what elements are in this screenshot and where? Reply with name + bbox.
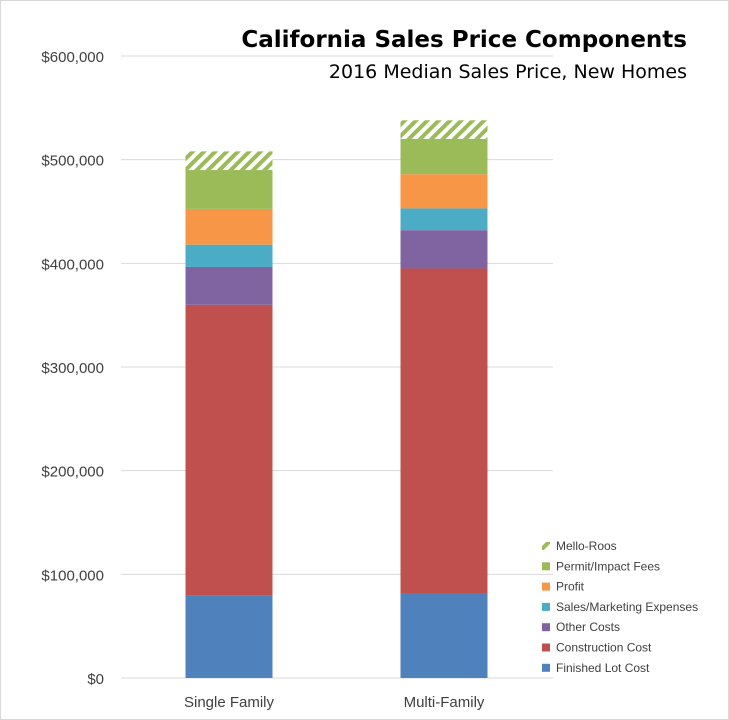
y-tick-label: $100,000 — [41, 567, 104, 584]
y-tick-label: $300,000 — [41, 360, 104, 377]
bar-segment-other-costs — [185, 266, 273, 305]
legend-label: Mello-Roos — [556, 539, 617, 553]
y-tick-label: $200,000 — [41, 464, 104, 481]
bar-segment-permit-impact-fees — [400, 138, 488, 175]
x-tick-label: Single Family — [184, 694, 275, 711]
legend-label: Finished Lot Cost — [556, 661, 650, 675]
legend-swatch — [542, 643, 550, 652]
bar-segment-profit — [185, 208, 273, 245]
legend-swatch — [542, 582, 550, 591]
bar-segment-sales-marketing-expenses — [400, 208, 488, 231]
bar-segment-finished-lot-cost — [400, 592, 488, 678]
bar-segment-mello-roos — [400, 120, 488, 139]
chart-subtitle: 2016 Median Sales Price, New Homes — [328, 61, 687, 83]
legend-label: Sales/Marketing Expenses — [556, 600, 698, 614]
legend-swatch — [542, 663, 550, 672]
bar-segment-construction-cost — [185, 304, 273, 596]
legend-swatch — [542, 542, 550, 550]
y-tick-label: $0 — [87, 671, 104, 688]
bar-segment-mello-roos — [185, 151, 273, 171]
x-tick-label: Multi-Family — [404, 694, 485, 711]
bar-segment-permit-impact-fees — [185, 170, 273, 209]
bar-segment-finished-lot-cost — [185, 595, 273, 678]
y-tick-label: $600,000 — [41, 49, 104, 66]
bar-segment-sales-marketing-expenses — [185, 244, 273, 267]
chart-title: California Sales Price Components — [241, 27, 687, 53]
legend-swatch — [542, 562, 550, 571]
bar-segment-other-costs — [400, 230, 488, 269]
legend-swatch — [542, 623, 550, 632]
legend-label: Profit — [556, 580, 585, 594]
legend-label: Construction Cost — [556, 641, 652, 655]
y-tick-label: $500,000 — [41, 153, 104, 170]
legend-label: Permit/Impact Fees — [556, 559, 660, 573]
bar-segment-construction-cost — [400, 268, 488, 593]
y-tick-label: $400,000 — [41, 256, 104, 273]
bar-segment-profit — [400, 174, 488, 209]
legend-swatch — [542, 602, 550, 611]
legend-label: Other Costs — [556, 620, 620, 634]
